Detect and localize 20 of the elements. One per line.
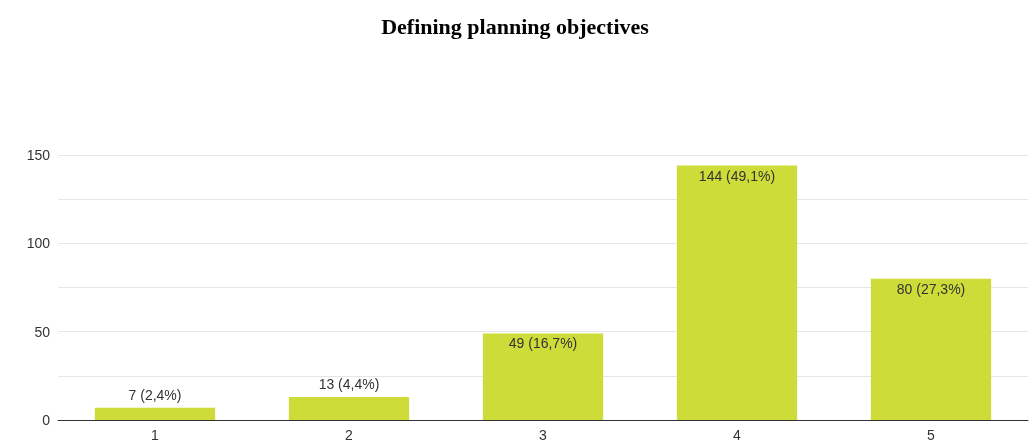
bar bbox=[94, 407, 216, 420]
chart-title: Defining planning objectives bbox=[381, 13, 650, 39]
y-tick-label: 150 bbox=[26, 147, 51, 163]
data-label: 13 (4,4%) bbox=[318, 376, 380, 393]
x-tick-label: 5 bbox=[927, 427, 936, 443]
y-tick-label: 0 bbox=[42, 412, 51, 428]
bar bbox=[676, 165, 798, 420]
data-label: 7 (2,4%) bbox=[128, 386, 182, 403]
y-tick-label: 100 bbox=[26, 235, 51, 252]
data-label: 49 (16,7%) bbox=[508, 335, 578, 352]
x-tick-label: 1 bbox=[151, 427, 160, 443]
y-tick-label: 50 bbox=[34, 323, 51, 340]
bar bbox=[482, 333, 604, 420]
x-tick-label: 3 bbox=[539, 427, 548, 443]
bar bbox=[870, 278, 992, 420]
bar bbox=[288, 397, 410, 420]
data-label: 80 (27,3%) bbox=[896, 280, 966, 297]
x-tick-label: 4 bbox=[733, 427, 742, 443]
x-tick-label: 2 bbox=[345, 427, 354, 443]
data-label: 144 (49,1%) bbox=[698, 167, 776, 184]
